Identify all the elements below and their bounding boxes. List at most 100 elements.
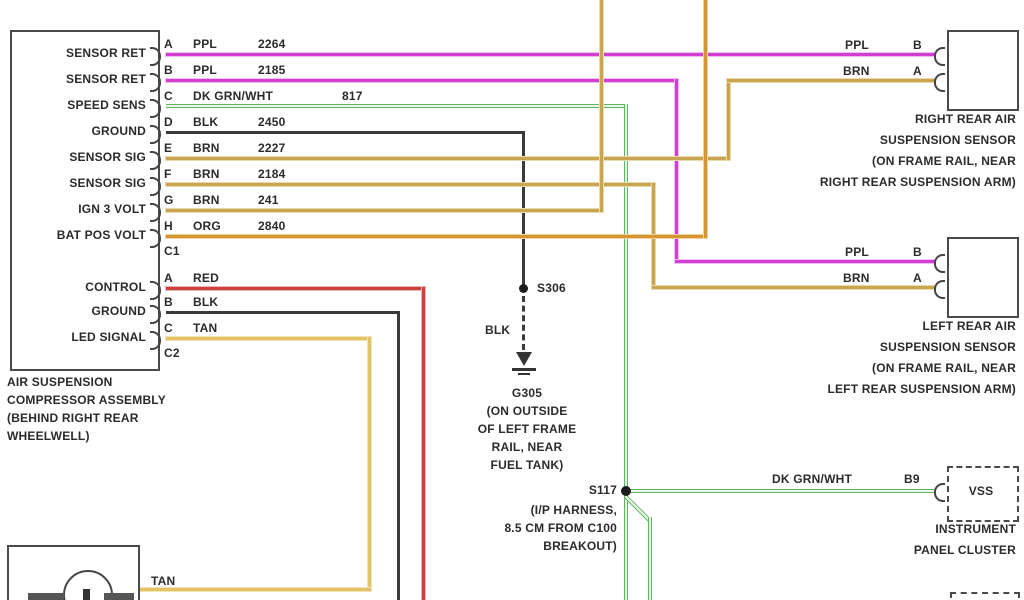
wire-blk-dashed-ground <box>522 296 525 350</box>
lr-wire-color: BRN <box>843 271 870 285</box>
connector-id-c2: C2 <box>164 346 180 360</box>
wire-color: RED <box>193 271 219 285</box>
cavity-c1-f-icon <box>150 177 161 196</box>
lr-caption-line: SUSPENSION SENSOR <box>879 340 1016 354</box>
s117-caption-line: (I/P HARNESS, <box>530 503 617 517</box>
wire-brn-241-v <box>600 0 603 212</box>
wire-color: PPL <box>193 63 217 77</box>
pin-letter: C <box>164 321 173 335</box>
cavity-c1-h-icon <box>150 229 161 248</box>
g305-caption-line: (ON OUTSIDE <box>486 404 568 418</box>
wire-blk-c2-h <box>166 311 400 314</box>
rr-pin: B <box>913 38 922 52</box>
signal-label: SENSOR SIG <box>69 176 146 190</box>
tan-wire-label: TAN <box>151 574 176 588</box>
lr-wire-color: PPL <box>845 245 869 259</box>
cavity-c2-b-icon <box>150 305 161 324</box>
wire-color: DK GRN/WHT <box>193 89 273 103</box>
cavity-c1-b-icon <box>150 73 161 92</box>
compressor-caption-line: COMPRESSOR ASSEMBLY <box>7 393 166 407</box>
g305-caption-line: FUEL TANK) <box>490 458 564 472</box>
wire-color: BLK <box>193 115 219 129</box>
ipc-caption-line: PANEL CLUSTER <box>913 543 1016 557</box>
wire-red-h <box>166 287 425 290</box>
pin-letter: G <box>164 193 174 207</box>
wire-org-2840-h <box>166 235 707 238</box>
compressor-caption-line: (BEHIND RIGHT REAR <box>7 411 139 425</box>
right-rear-sensor-box <box>947 30 1019 111</box>
pin-letter: F <box>164 167 172 181</box>
cavity-c1-d-icon <box>150 125 161 144</box>
wire-brn-2227-h2 <box>727 79 937 82</box>
signal-label: IGN 3 VOLT <box>78 202 146 216</box>
g305-caption-line: RAIL, NEAR <box>491 440 563 454</box>
lr-caption-line: LEFT REAR AIR <box>922 319 1016 333</box>
cavity-c1-a-icon <box>150 47 161 66</box>
wire-grn-down2 <box>648 517 652 600</box>
wire-grn-diagonal <box>624 495 652 522</box>
vss-pin: B9 <box>904 472 920 486</box>
cavity-rr-b-icon <box>934 47 945 66</box>
splice-dot-s306 <box>519 284 528 293</box>
circuit-number: 241 <box>258 193 279 207</box>
cavity-lr-a-icon <box>934 280 945 299</box>
wire-org-2840-v <box>704 0 707 238</box>
pin-letter: B <box>164 295 173 309</box>
motor-brush-mark <box>83 589 90 600</box>
cavity-c1-c-icon <box>150 99 161 118</box>
wire-dkgrnwht-817-v <box>624 104 628 491</box>
pin-letter: A <box>164 37 173 51</box>
s117-caption-line: BREAKOUT) <box>543 539 617 553</box>
g305-caption-line: OF LEFT FRAME <box>477 422 577 436</box>
circuit-number: 2840 <box>258 219 286 233</box>
splice-dot-s117 <box>621 486 631 496</box>
left-rear-sensor-box <box>947 237 1019 318</box>
wire-brn-2184-h2 <box>652 286 937 289</box>
wire-ppl-2185-v <box>675 79 678 262</box>
signal-label: SPEED SENS <box>67 98 146 112</box>
wire-color: BLK <box>193 295 219 309</box>
vss-wire-color: DK GRN/WHT <box>772 472 852 486</box>
rr-caption-line: SUSPENSION SENSOR <box>879 133 1016 147</box>
pin-letter: H <box>164 219 173 233</box>
wire-blk-c2-v <box>397 311 400 600</box>
wire-dkgrnwht-vss-h <box>624 489 937 493</box>
rr-caption-line: (ON FRAME RAIL, NEAR <box>872 154 1016 168</box>
circuit-number: 2185 <box>258 63 286 77</box>
wire-ppl-2185-h1 <box>166 79 678 82</box>
compressor-caption-line: AIR SUSPENSION <box>7 375 113 389</box>
signal-label: SENSOR RET <box>65 46 146 60</box>
pin-letter: D <box>164 115 173 129</box>
circuit-number: 817 <box>342 89 363 103</box>
splice-label-s117: S117 <box>588 483 617 497</box>
wire-brn-2184-h1 <box>166 183 655 186</box>
partial-dashed-box <box>950 592 1020 600</box>
cavity-vss-b9-icon <box>934 483 945 502</box>
wire-grn-down1 <box>624 492 628 600</box>
wire-blk-2450-h <box>166 131 525 134</box>
rr-pin: A <box>913 64 922 78</box>
pin-letter: C <box>164 89 173 103</box>
cavity-rr-a-icon <box>934 73 945 92</box>
splice-label-s306: S306 <box>537 281 566 295</box>
compressor-connector-box <box>10 30 160 371</box>
circuit-number: 2184 <box>258 167 286 181</box>
cavity-c2-a-icon <box>150 281 161 300</box>
wire-tan-h2 <box>138 588 371 591</box>
wire-tan-v <box>368 337 371 590</box>
wire-dkgrnwht-817-h1 <box>166 104 628 108</box>
ground-bar-1 <box>512 368 536 371</box>
wire-tan-h1 <box>166 337 371 340</box>
compressor-caption-line: WHEELWELL) <box>7 429 90 443</box>
signal-label: CONTROL <box>85 280 146 294</box>
lr-caption-line: (ON FRAME RAIL, NEAR <box>872 361 1016 375</box>
vss-label: VSS <box>968 484 994 498</box>
ground-bar-2 <box>518 373 530 375</box>
lr-pin: A <box>913 271 922 285</box>
cavity-c1-e-icon <box>150 151 161 170</box>
cavity-lr-b-icon <box>934 254 945 273</box>
connector-id-c1: C1 <box>164 244 180 258</box>
motor-terminal-left <box>28 593 64 600</box>
ground-label-g305: G305 <box>511 386 543 400</box>
